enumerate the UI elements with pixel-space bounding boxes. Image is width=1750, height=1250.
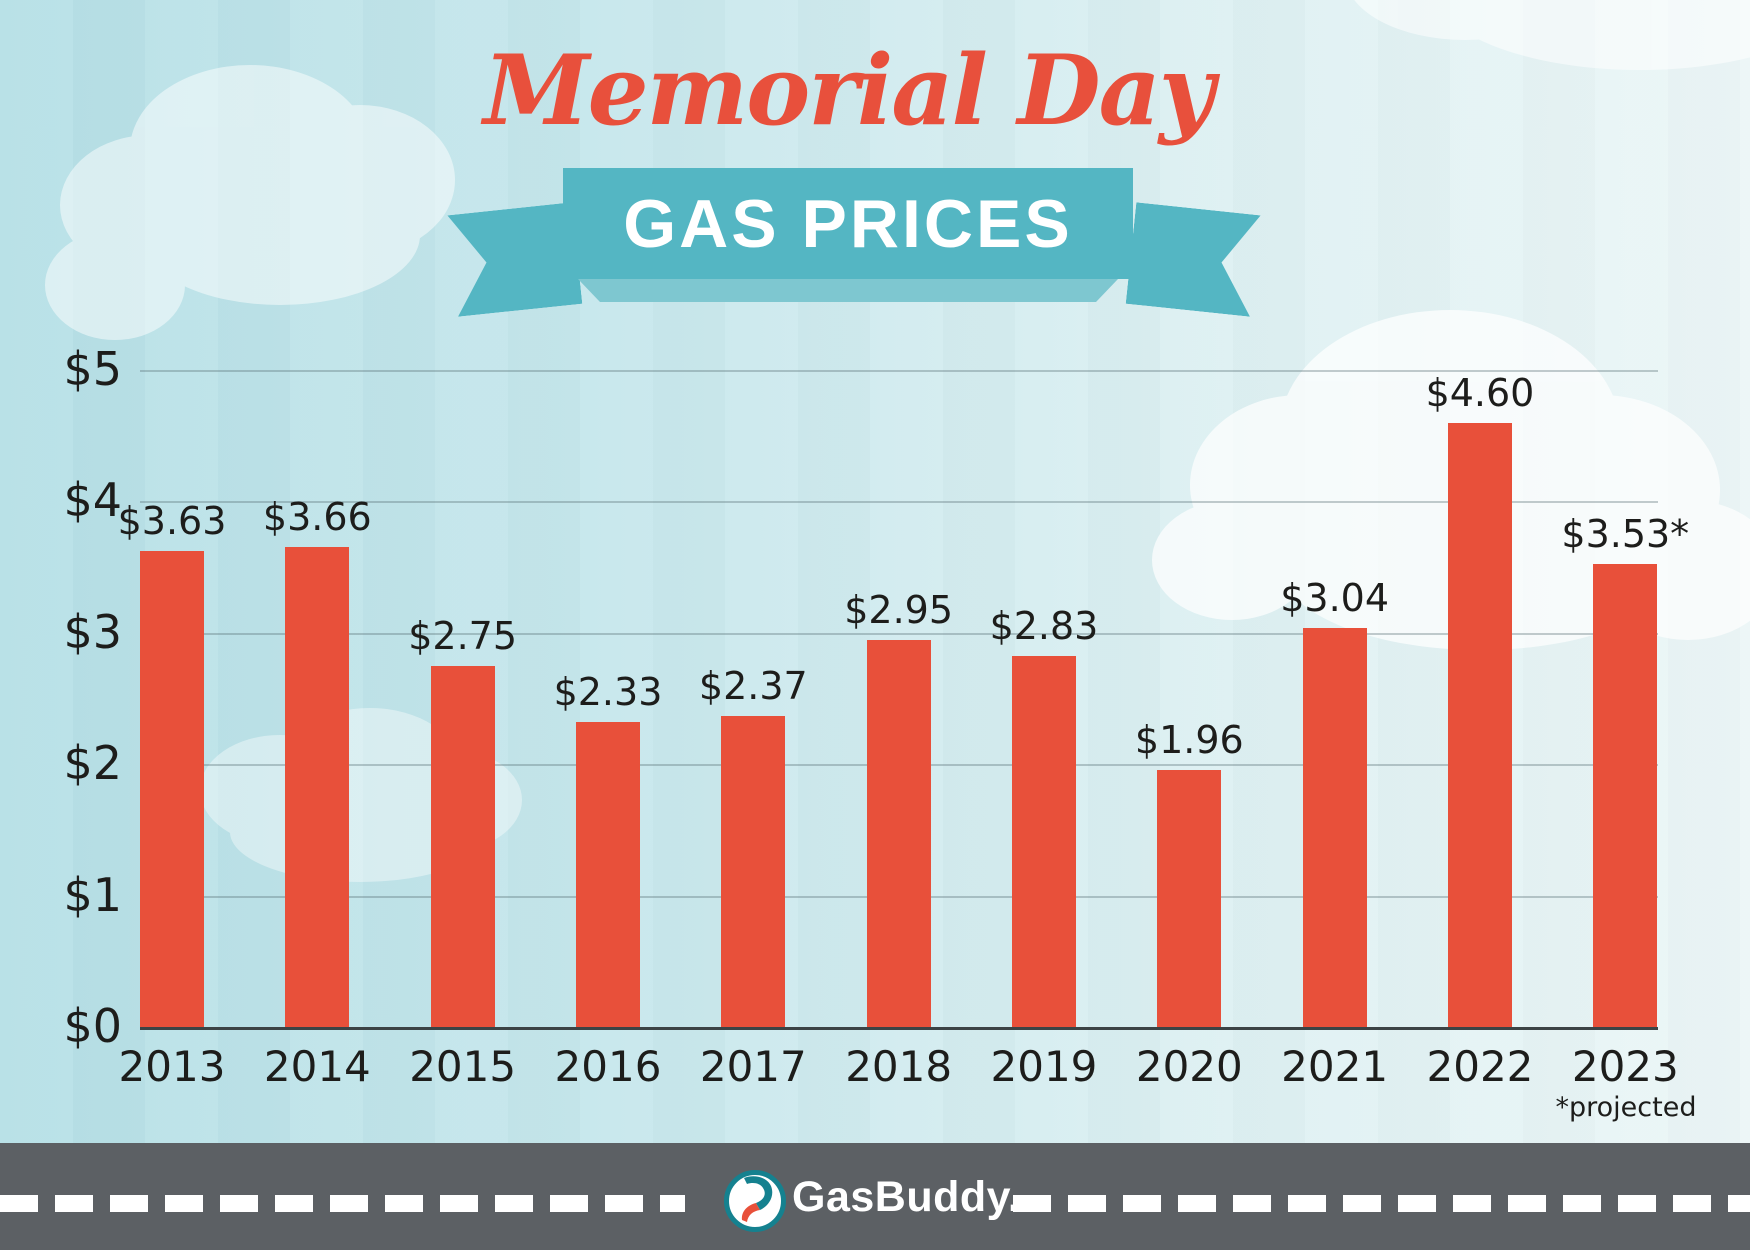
bar-2017: [721, 716, 786, 1028]
x-axis-line: [140, 1026, 1658, 1030]
x-axis-label-2016: 2016: [554, 1042, 662, 1091]
brand-name: GasBuddy.: [792, 1173, 1021, 1221]
bar-value-label-2013: $3.63: [117, 498, 227, 543]
x-axis-label-2013: 2013: [118, 1042, 226, 1091]
ribbon-banner: GAS PRICES: [563, 168, 1133, 279]
bar-value-label-2021: $3.04: [1280, 576, 1390, 621]
ribbon-fold: [578, 279, 1118, 302]
road-footer: GasBuddy.: [0, 1143, 1750, 1250]
bar-value-label-2022: $4.60: [1425, 371, 1535, 416]
y-axis-tick-$0: $0: [63, 999, 122, 1053]
y-axis-tick-$4: $4: [63, 473, 122, 527]
bar-2014: [285, 546, 350, 1028]
x-axis-label-2014: 2014: [263, 1042, 371, 1091]
x-axis-label-2020: 2020: [1135, 1042, 1243, 1091]
y-axis-tick-$5: $5: [63, 341, 122, 396]
bar-2021: [1302, 628, 1367, 1028]
bar-2023: [1593, 563, 1658, 1028]
footnote-projected: *projected: [1555, 1092, 1697, 1123]
x-axis-label-2018: 2018: [845, 1042, 953, 1091]
gridline-$4: [140, 501, 1658, 503]
y-axis-tick-$2: $2: [63, 736, 122, 790]
road-dashes-left: [0, 1195, 685, 1212]
x-axis-label-2023: 2023: [1571, 1042, 1679, 1091]
bar-value-label-2014: $3.66: [262, 494, 372, 539]
bar-value-label-2023: $3.53*: [1561, 511, 1690, 556]
logo-road-red: [741, 1203, 760, 1222]
x-axis-label-2019: 2019: [990, 1042, 1098, 1091]
gridline-$5: [140, 369, 1658, 372]
cloud-right: [1152, 310, 1750, 650]
bar-value-label-2015: $2.75: [408, 614, 518, 659]
bar-value-label-2017: $2.37: [698, 664, 808, 709]
y-axis-tick-$1: $1: [63, 867, 122, 922]
bar-2019: [1011, 655, 1076, 1028]
cloud-top-right-corner: [1354, 0, 1750, 70]
road-dashes-right: [1013, 1195, 1750, 1212]
logo-road-teal: [744, 1176, 773, 1210]
x-axis-label-2015: 2015: [409, 1042, 517, 1091]
bar-2016: [575, 721, 640, 1028]
bar-2013: [140, 550, 204, 1028]
bar-2018: [866, 640, 931, 1028]
banner-title: GAS PRICES: [623, 185, 1073, 262]
bar-value-label-2016: $2.33: [553, 669, 663, 714]
y-axis-tick-$3: $3: [63, 604, 122, 659]
bar-2020: [1157, 770, 1222, 1028]
bar-value-label-2020: $1.96: [1134, 718, 1244, 763]
gasbuddy-logo-icon: [724, 1170, 786, 1232]
bar-2022: [1447, 423, 1512, 1028]
gridline-$3: [140, 632, 1658, 635]
x-axis-label-2022: 2022: [1426, 1042, 1534, 1091]
cloud-top-left: [45, 65, 455, 340]
bar-2015: [430, 666, 495, 1028]
bar-value-label-2019: $2.83: [989, 603, 1099, 648]
page-title-script: Memorial Day: [483, 34, 1214, 147]
x-axis-label-2021: 2021: [1281, 1042, 1389, 1091]
x-axis-label-2017: 2017: [699, 1042, 807, 1091]
bar-value-label-2018: $2.95: [844, 588, 954, 633]
